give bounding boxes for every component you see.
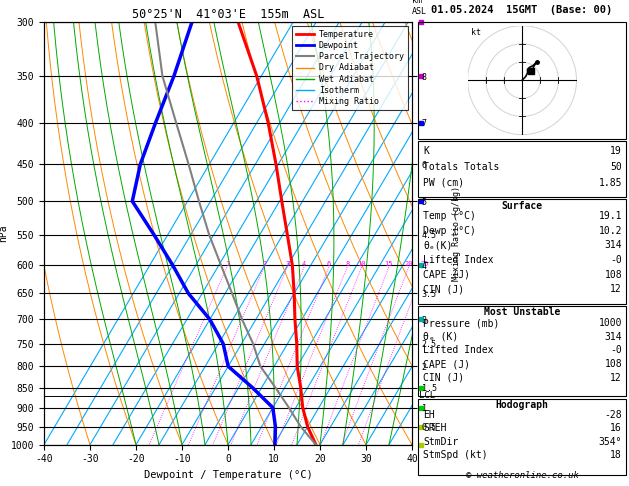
Text: Most Unstable: Most Unstable xyxy=(484,308,560,317)
Text: Surface: Surface xyxy=(501,201,543,210)
Text: SREH: SREH xyxy=(423,423,447,433)
Text: 10.2: 10.2 xyxy=(599,226,622,236)
Text: 19: 19 xyxy=(610,146,622,156)
Text: 3: 3 xyxy=(285,261,289,267)
Text: Pressure (mb): Pressure (mb) xyxy=(423,318,499,328)
Text: 19.1: 19.1 xyxy=(599,211,622,221)
Text: 25: 25 xyxy=(420,261,429,267)
Text: 12: 12 xyxy=(610,373,622,382)
Y-axis label: hPa: hPa xyxy=(0,225,8,242)
Text: CIN (J): CIN (J) xyxy=(423,284,464,294)
Text: 20: 20 xyxy=(404,261,413,267)
Text: 314: 314 xyxy=(604,332,622,342)
Text: 108: 108 xyxy=(604,359,622,369)
Text: km
ASL: km ASL xyxy=(412,0,427,16)
Title: 50°25'N  41°03'E  155m  ASL: 50°25'N 41°03'E 155m ASL xyxy=(132,8,324,21)
Text: 12: 12 xyxy=(610,284,622,294)
Text: 8: 8 xyxy=(345,261,349,267)
Text: Lifted Index: Lifted Index xyxy=(423,346,494,355)
Text: 2: 2 xyxy=(262,261,266,267)
Text: 354°: 354° xyxy=(599,437,622,447)
Text: CAPE (J): CAPE (J) xyxy=(423,359,470,369)
Text: 16: 16 xyxy=(610,423,622,433)
Text: CAPE (J): CAPE (J) xyxy=(423,270,470,279)
Text: 10: 10 xyxy=(357,261,366,267)
Text: 1.85: 1.85 xyxy=(599,178,622,188)
Text: StmDir: StmDir xyxy=(423,437,459,447)
Text: kt: kt xyxy=(471,28,481,37)
Text: -28: -28 xyxy=(604,410,622,419)
Text: 6: 6 xyxy=(327,261,331,267)
X-axis label: Dewpoint / Temperature (°C): Dewpoint / Temperature (°C) xyxy=(143,470,313,480)
Text: 108: 108 xyxy=(604,270,622,279)
Text: 1: 1 xyxy=(225,261,229,267)
Text: Lifted Index: Lifted Index xyxy=(423,255,494,265)
Legend: Temperature, Dewpoint, Parcel Trajectory, Dry Adiabat, Wet Adiabat, Isotherm, Mi: Temperature, Dewpoint, Parcel Trajectory… xyxy=(292,26,408,110)
Text: Totals Totals: Totals Totals xyxy=(423,162,499,172)
Text: K: K xyxy=(423,146,429,156)
Text: 314: 314 xyxy=(604,241,622,250)
Text: 15: 15 xyxy=(384,261,393,267)
Text: -0: -0 xyxy=(610,346,622,355)
Text: © weatheronline.co.uk: © weatheronline.co.uk xyxy=(465,471,579,480)
Text: 4: 4 xyxy=(302,261,306,267)
Text: LCL: LCL xyxy=(420,391,435,400)
Text: θₑ(K): θₑ(K) xyxy=(423,241,453,250)
Text: 01.05.2024  15GMT  (Base: 00): 01.05.2024 15GMT (Base: 00) xyxy=(431,4,613,15)
Text: 18: 18 xyxy=(610,451,622,460)
Text: -0: -0 xyxy=(610,255,622,265)
Text: Temp (°C): Temp (°C) xyxy=(423,211,476,221)
Text: PW (cm): PW (cm) xyxy=(423,178,464,188)
Text: Dewp (°C): Dewp (°C) xyxy=(423,226,476,236)
Text: CIN (J): CIN (J) xyxy=(423,373,464,382)
Text: Hodograph: Hodograph xyxy=(496,400,548,410)
Text: θₑ (K): θₑ (K) xyxy=(423,332,459,342)
Text: StmSpd (kt): StmSpd (kt) xyxy=(423,451,488,460)
Text: 1000: 1000 xyxy=(599,318,622,328)
Text: Mixing Ratio (g/kg): Mixing Ratio (g/kg) xyxy=(452,186,460,281)
Text: 50: 50 xyxy=(610,162,622,172)
Text: EH: EH xyxy=(423,410,435,419)
